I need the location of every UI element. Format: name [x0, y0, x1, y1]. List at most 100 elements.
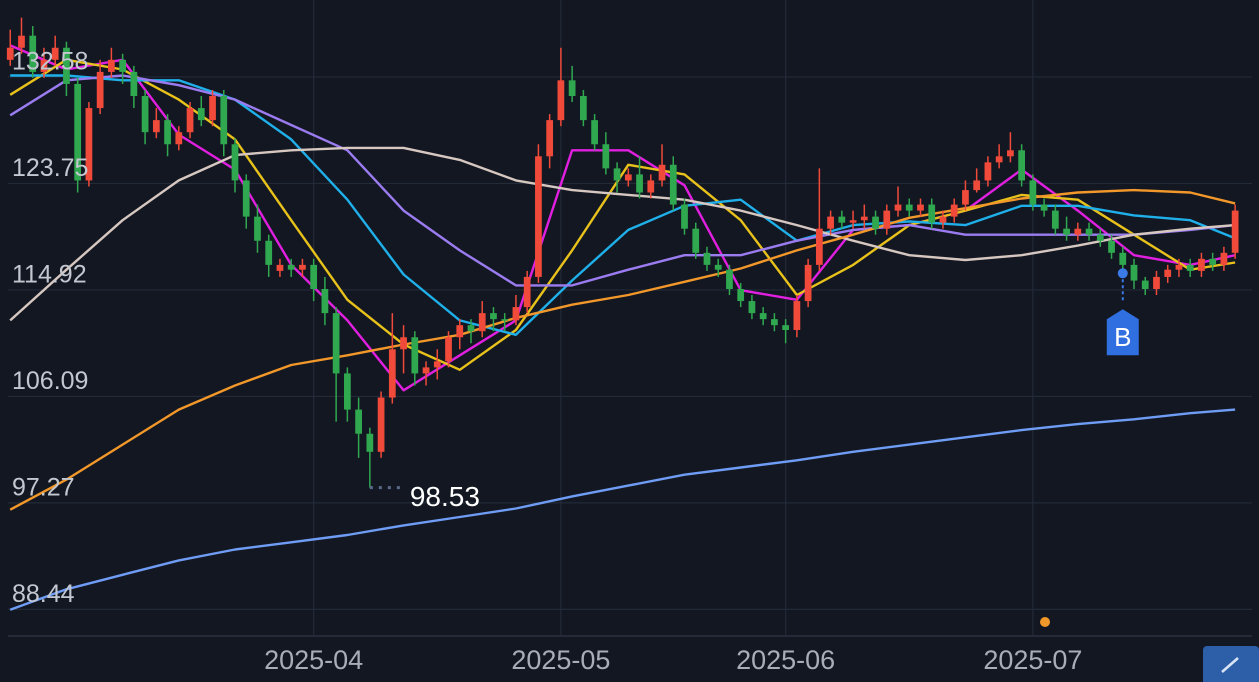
- candle-body: [1007, 150, 1014, 157]
- candle-body: [973, 180, 981, 191]
- candle-body: [366, 433, 374, 452]
- candle-body: [849, 220, 857, 223]
- x-tick-label: 2025-04: [264, 645, 363, 675]
- candle-body: [905, 204, 913, 211]
- x-tick-label: 2025-05: [511, 645, 610, 675]
- candle-body: [1141, 280, 1149, 289]
- candle-body: [478, 313, 486, 332]
- candle-body: [186, 108, 194, 133]
- candle-body: [411, 337, 419, 374]
- candle-body: [523, 276, 531, 308]
- candle-body: [1153, 276, 1160, 289]
- candle-body: [254, 216, 261, 241]
- candle-body: [737, 288, 745, 302]
- signal-badge: [1106, 309, 1139, 356]
- candle-body: [332, 313, 340, 374]
- expand-icon: [1221, 657, 1239, 673]
- candle-body: [310, 264, 318, 289]
- candle-body: [490, 313, 497, 320]
- candle-body: [658, 164, 666, 181]
- x-tick-label: 2025-06: [736, 645, 835, 675]
- candle-body: [242, 180, 250, 217]
- y-tick-label: 97.27: [12, 473, 75, 501]
- candle-body: [1209, 258, 1217, 265]
- candle-body: [1220, 252, 1228, 265]
- y-tick-label: 88.44: [12, 580, 75, 608]
- candle-body: [108, 59, 115, 72]
- candle-body: [501, 319, 509, 321]
- candle-body: [591, 120, 598, 145]
- candle-body: [355, 409, 362, 434]
- candle-body: [860, 216, 868, 221]
- candle-body: [130, 71, 138, 97]
- candle-body: [827, 216, 834, 229]
- candle-body: [1096, 234, 1104, 241]
- candle-body: [1040, 204, 1048, 211]
- ma-line: [9, 188, 1236, 511]
- candle-body: [6, 47, 14, 60]
- candle-body: [681, 204, 688, 229]
- candle-body: [209, 96, 216, 121]
- candle-body: [96, 71, 104, 109]
- candle-body: [535, 156, 542, 277]
- candle-body: [872, 216, 879, 229]
- candle-body: [175, 132, 183, 145]
- candle-body: [512, 307, 520, 321]
- candle-body: [1074, 228, 1082, 235]
- candle-body: [377, 397, 385, 452]
- candle-body: [276, 264, 284, 271]
- candle-body: [579, 96, 587, 121]
- candle-body: [74, 83, 82, 181]
- candle-body: [445, 337, 452, 362]
- ma-line: [9, 146, 1236, 322]
- candle-body: [1186, 264, 1194, 271]
- candle-body: [613, 168, 621, 181]
- candle-body: [1231, 210, 1239, 253]
- candle-body: [782, 325, 790, 331]
- candle-body: [894, 204, 902, 211]
- signal-dot: [1117, 268, 1128, 279]
- candle-body: [433, 361, 441, 368]
- candle-body: [1119, 252, 1127, 265]
- candle-body: [950, 204, 958, 217]
- x-tick-label: 2025-07: [983, 645, 1082, 675]
- ma-line: [9, 408, 1236, 611]
- candle-body: [287, 264, 295, 270]
- candle-body: [962, 190, 969, 205]
- candle-body: [647, 180, 655, 193]
- candle-body: [602, 144, 610, 169]
- candle-body: [344, 373, 351, 410]
- candle-body: [152, 120, 160, 133]
- candles: [6, 17, 1239, 488]
- candle-body: [759, 313, 767, 320]
- grid: [8, 0, 1252, 636]
- candle-body: [939, 216, 947, 223]
- ma-line: [9, 44, 1236, 392]
- candle-body: [63, 47, 70, 84]
- candle-body: [703, 252, 711, 265]
- candle-body: [51, 47, 59, 60]
- candle-body: [1164, 269, 1172, 277]
- candle-body: [18, 35, 25, 48]
- candle-body: [1051, 210, 1059, 229]
- signal-label: B: [1114, 322, 1131, 352]
- candle-body: [636, 174, 643, 193]
- candle-body: [995, 156, 1003, 163]
- event-dot: [1040, 617, 1050, 627]
- candle-body: [804, 264, 812, 302]
- y-tick-label: 132.58: [12, 48, 88, 76]
- labels: 88.44 97.27 106.09 114.92 123.75 132.58 2025-0…: [12, 48, 1139, 675]
- ma-line: [9, 74, 1236, 287]
- candle-body: [624, 174, 632, 181]
- candle-body: [726, 269, 733, 289]
- ma-line: [10, 74, 1236, 336]
- candle-body: [220, 96, 228, 145]
- candle-body: [321, 288, 329, 314]
- candle-body: [1198, 258, 1205, 271]
- candle-body: [838, 216, 846, 223]
- candle-body: [299, 264, 306, 270]
- candle-body: [692, 228, 700, 253]
- candle-body: [748, 301, 756, 314]
